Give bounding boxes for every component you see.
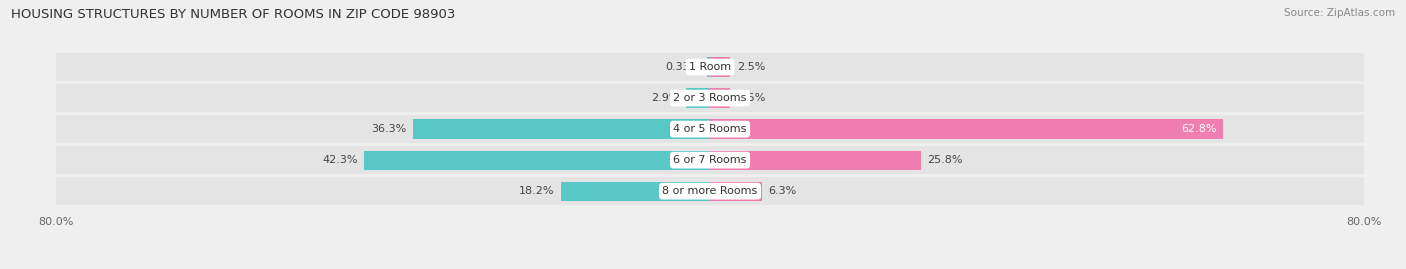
Text: 25.8%: 25.8% bbox=[928, 155, 963, 165]
Text: Source: ZipAtlas.com: Source: ZipAtlas.com bbox=[1284, 8, 1395, 18]
Bar bbox=[710, 119, 1223, 139]
Text: 4 or 5 Rooms: 4 or 5 Rooms bbox=[673, 124, 747, 134]
Text: 62.8%: 62.8% bbox=[1181, 124, 1216, 134]
Bar bbox=[710, 151, 921, 170]
Text: 18.2%: 18.2% bbox=[519, 186, 555, 196]
Bar bbox=[56, 53, 1364, 81]
Text: 6.3%: 6.3% bbox=[768, 186, 796, 196]
Text: 42.3%: 42.3% bbox=[322, 155, 357, 165]
Text: 0.33%: 0.33% bbox=[665, 62, 700, 72]
Bar bbox=[364, 151, 710, 170]
Text: 2 or 3 Rooms: 2 or 3 Rooms bbox=[673, 93, 747, 103]
Text: 36.3%: 36.3% bbox=[371, 124, 406, 134]
Bar bbox=[707, 57, 710, 77]
Bar bbox=[561, 182, 710, 201]
Bar bbox=[710, 89, 731, 108]
Bar bbox=[56, 115, 1364, 143]
Text: 2.5%: 2.5% bbox=[737, 93, 765, 103]
Text: 2.9%: 2.9% bbox=[651, 93, 679, 103]
Text: 8 or more Rooms: 8 or more Rooms bbox=[662, 186, 758, 196]
Bar bbox=[710, 57, 731, 77]
Bar bbox=[710, 182, 762, 201]
Legend: Owner-occupied, Renter-occupied: Owner-occupied, Renter-occupied bbox=[583, 268, 837, 269]
Text: 6 or 7 Rooms: 6 or 7 Rooms bbox=[673, 155, 747, 165]
Bar bbox=[686, 89, 710, 108]
Text: 2.5%: 2.5% bbox=[737, 62, 765, 72]
Bar bbox=[56, 146, 1364, 174]
Bar bbox=[56, 84, 1364, 112]
Bar bbox=[413, 119, 710, 139]
Bar bbox=[56, 177, 1364, 206]
Text: 1 Room: 1 Room bbox=[689, 62, 731, 72]
Text: HOUSING STRUCTURES BY NUMBER OF ROOMS IN ZIP CODE 98903: HOUSING STRUCTURES BY NUMBER OF ROOMS IN… bbox=[11, 8, 456, 21]
